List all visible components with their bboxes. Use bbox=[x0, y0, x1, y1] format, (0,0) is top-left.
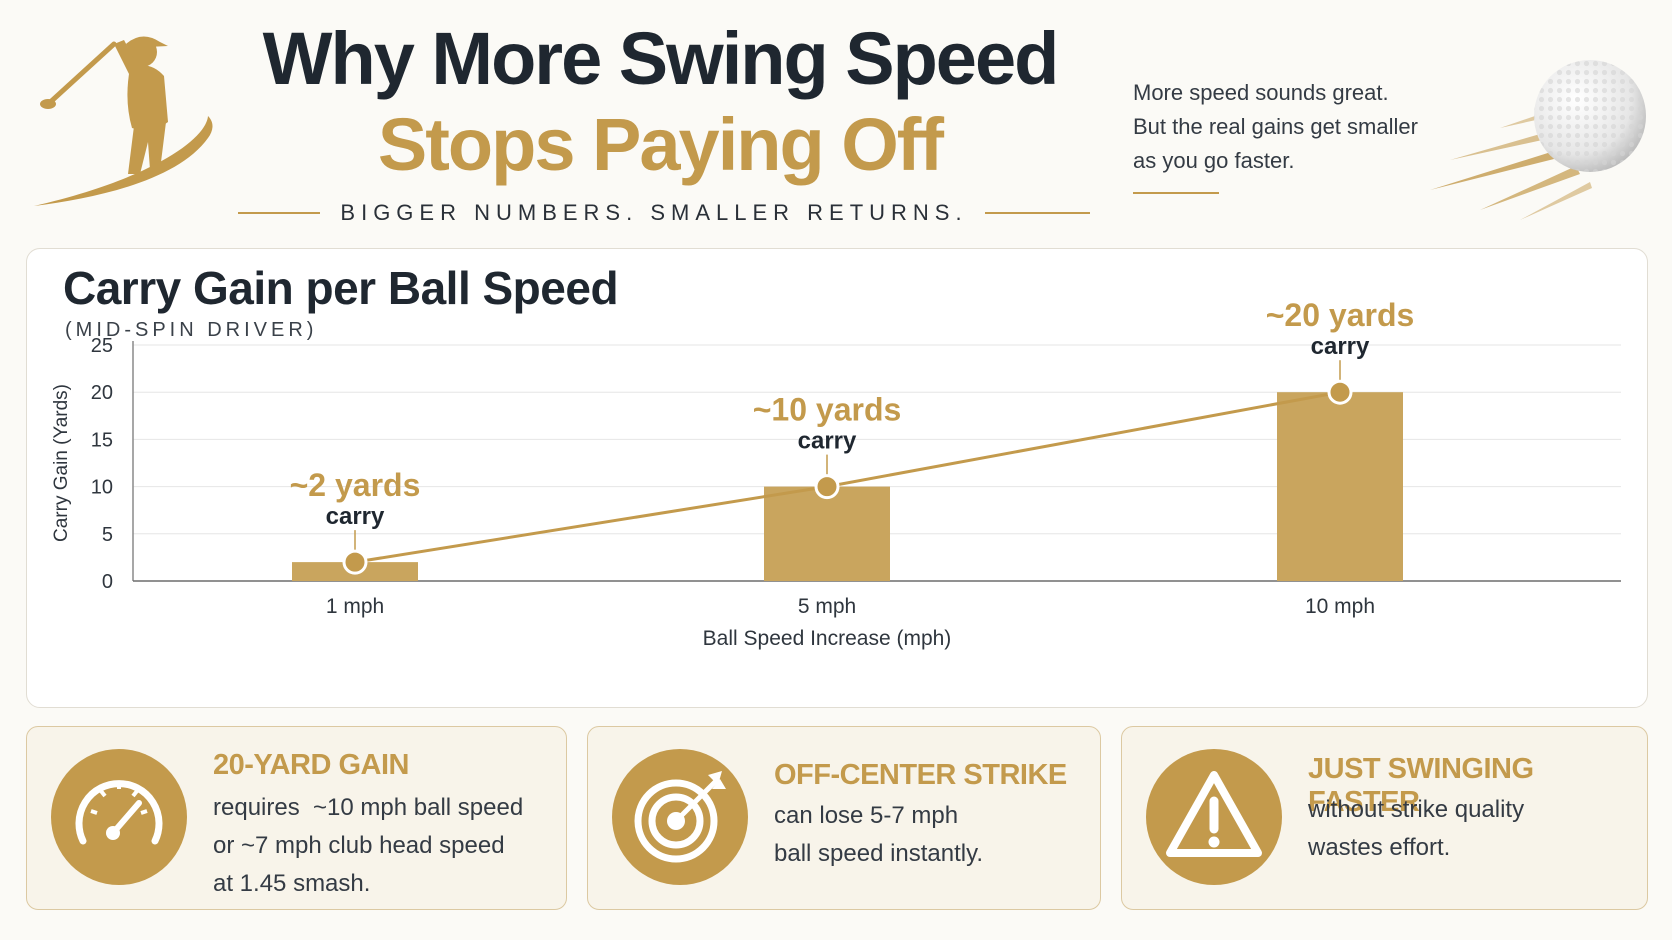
card-text-line: at 1.45 smash. bbox=[213, 870, 371, 897]
title-line2: Stops Paying Off bbox=[377, 103, 944, 186]
tagline-divider-left bbox=[238, 212, 320, 214]
info-card-yard-gain: 20-YARD GAIN requires ~10 mph ball speed… bbox=[26, 726, 567, 910]
info-card-off-center: OFF-CENTER STRIKE can lose 5-7 mph ball … bbox=[587, 726, 1101, 910]
card-text-line: without strike quality bbox=[1308, 796, 1525, 823]
bar bbox=[1277, 392, 1403, 581]
card-text-line: wastes effort. bbox=[1308, 834, 1451, 861]
card-text: requires ~10 mph ball speed or ~7 mph cl… bbox=[213, 789, 523, 903]
card-text-line: can lose 5-7 mph bbox=[774, 802, 959, 829]
intro-line: More speed sounds great. bbox=[1133, 80, 1389, 105]
title-line1: Why More Swing Speed bbox=[262, 17, 1060, 100]
card-text: can lose 5-7 mph ball speed instantly. bbox=[774, 797, 983, 873]
tagline-divider-right bbox=[985, 212, 1090, 214]
annotation-label: carry bbox=[798, 428, 857, 455]
golfer-icon bbox=[34, 36, 213, 206]
intro-text: More speed sounds great. But the real ga… bbox=[1133, 76, 1453, 178]
y-tick-label: 0 bbox=[102, 571, 113, 593]
annotation-label: carry bbox=[1311, 333, 1370, 360]
y-axis-label: Carry Gain (Yards) bbox=[51, 384, 72, 542]
y-tick-label: 5 bbox=[102, 524, 113, 546]
card-title: JUST SWINGING FASTER bbox=[1308, 753, 1534, 818]
annotation-value: ~20 yards bbox=[1266, 297, 1415, 333]
y-tick-label: 10 bbox=[91, 477, 113, 499]
card-text-line: ball speed instantly. bbox=[774, 840, 984, 867]
y-tick-label: 25 bbox=[91, 335, 113, 357]
annotation-value: ~10 yards bbox=[753, 392, 902, 428]
card-title: OFF-CENTER STRIKE bbox=[774, 759, 1067, 791]
y-tick-label: 20 bbox=[91, 382, 113, 404]
intro-divider bbox=[1133, 192, 1219, 194]
card-title: 20-YARD GAIN bbox=[213, 749, 409, 781]
intro-line: as you go faster. bbox=[1133, 148, 1295, 173]
annotation-value: ~2 yards bbox=[290, 467, 421, 503]
annotation-label: carry bbox=[326, 503, 385, 530]
x-tick-label: 10 mph bbox=[1305, 595, 1375, 618]
warning-icon bbox=[1146, 749, 1282, 885]
chart-subtitle: (MID-SPIN DRIVER) bbox=[65, 319, 318, 341]
golf-ball-icon bbox=[1430, 60, 1646, 220]
x-tick-label: 5 mph bbox=[798, 595, 856, 618]
tagline: BIGGER NUMBERS. SMALLER RETURNS. bbox=[340, 200, 968, 225]
chart-title: Carry Gain per Ball Speed bbox=[63, 262, 619, 314]
data-point bbox=[342, 549, 368, 575]
chart-panel: Carry Gain per Ball Speed (MID-SPIN DRIV… bbox=[26, 248, 1648, 708]
speedometer-icon bbox=[51, 749, 187, 885]
card-text-line: requires ~10 mph ball speed bbox=[213, 794, 524, 821]
data-point bbox=[1327, 379, 1353, 405]
target-icon bbox=[612, 749, 748, 885]
data-point bbox=[814, 474, 840, 500]
y-tick-label: 15 bbox=[91, 429, 113, 451]
card-text: without strike quality wastes effort. bbox=[1308, 791, 1524, 867]
card-text-line: or ~7 mph club head speed bbox=[213, 832, 505, 859]
intro-line: But the real gains get smaller bbox=[1133, 114, 1418, 139]
info-card-swing-faster: JUST SWINGING FASTER without strike qual… bbox=[1121, 726, 1648, 910]
x-tick-label: 1 mph bbox=[326, 595, 384, 618]
bar bbox=[764, 486, 890, 581]
x-axis-label: Ball Speed Increase (mph) bbox=[703, 627, 952, 650]
